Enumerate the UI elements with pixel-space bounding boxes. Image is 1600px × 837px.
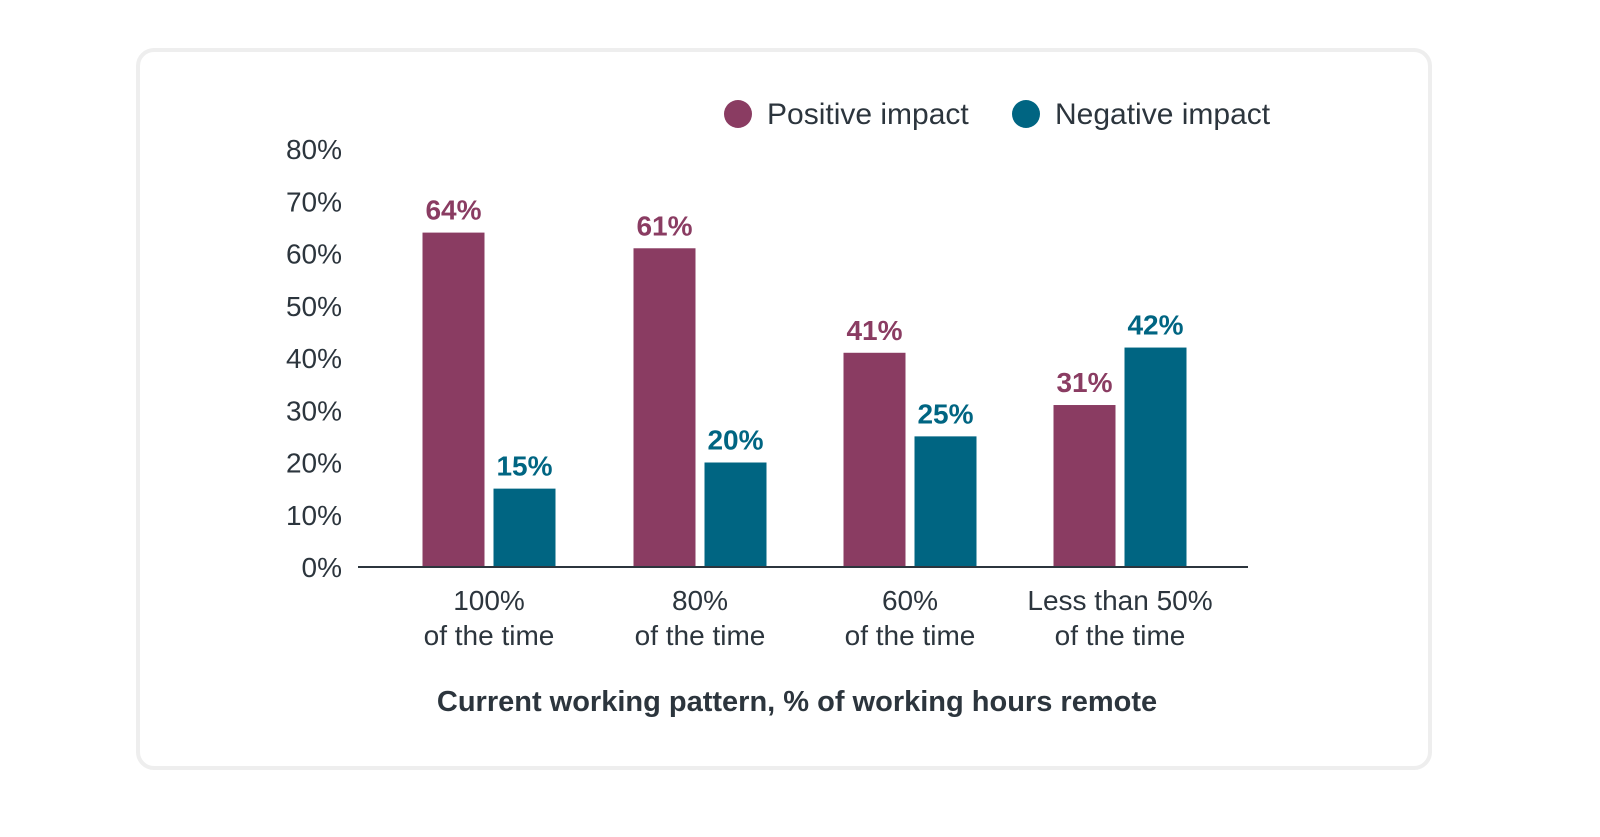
y-tick-label: 0% bbox=[302, 552, 342, 583]
data-label: 31% bbox=[1056, 367, 1112, 398]
bars: 64% 15% 61% 20% 41% 25% 31% 42% bbox=[422, 195, 1187, 567]
y-tick-label: 30% bbox=[286, 395, 342, 426]
y-tick-label: 10% bbox=[286, 500, 342, 531]
bar-negative bbox=[493, 488, 556, 567]
data-label: 20% bbox=[707, 425, 763, 456]
chart-card bbox=[136, 48, 1432, 770]
y-tick-label: 40% bbox=[286, 343, 342, 374]
legend-label: Positive impact bbox=[767, 98, 969, 131]
bar-positive bbox=[843, 352, 906, 567]
data-label: 41% bbox=[846, 315, 902, 346]
x-tick-label: 100% of the time bbox=[424, 585, 555, 651]
data-label: 61% bbox=[636, 210, 692, 241]
y-tick-label: 80% bbox=[286, 134, 342, 165]
y-tick-label: 60% bbox=[286, 239, 342, 270]
data-label: 15% bbox=[496, 451, 552, 482]
legend-marker-negative bbox=[1012, 100, 1040, 128]
bar-negative bbox=[704, 462, 767, 567]
data-label: 25% bbox=[917, 398, 973, 429]
x-axis: 100% of the time 80% of the time 60% of the t… bbox=[358, 566, 1248, 651]
bar-positive bbox=[1053, 405, 1116, 567]
x-tick-label: 80% of the time bbox=[635, 585, 766, 651]
legend: Positive impact Negative impact bbox=[724, 98, 1271, 131]
bar-negative bbox=[1124, 347, 1187, 567]
y-axis: 0% 10% 20% 30% 40% 50% 60% 70% 80% bbox=[286, 134, 342, 583]
data-label: 42% bbox=[1127, 310, 1183, 341]
y-tick-label: 70% bbox=[286, 186, 342, 217]
legend-marker-positive bbox=[724, 100, 752, 128]
bar-positive bbox=[633, 248, 696, 567]
y-tick-label: 20% bbox=[286, 448, 342, 479]
y-tick-label: 50% bbox=[286, 291, 342, 322]
legend-label: Negative impact bbox=[1055, 98, 1271, 131]
bar-negative bbox=[914, 436, 977, 567]
data-label: 64% bbox=[425, 195, 481, 226]
x-tick-label: 60% of the time bbox=[845, 585, 976, 651]
bar-positive bbox=[422, 232, 485, 567]
x-tick-label: Less than 50% of the time bbox=[1027, 585, 1212, 651]
x-axis-title: Current working pattern, % of working ho… bbox=[437, 686, 1157, 718]
